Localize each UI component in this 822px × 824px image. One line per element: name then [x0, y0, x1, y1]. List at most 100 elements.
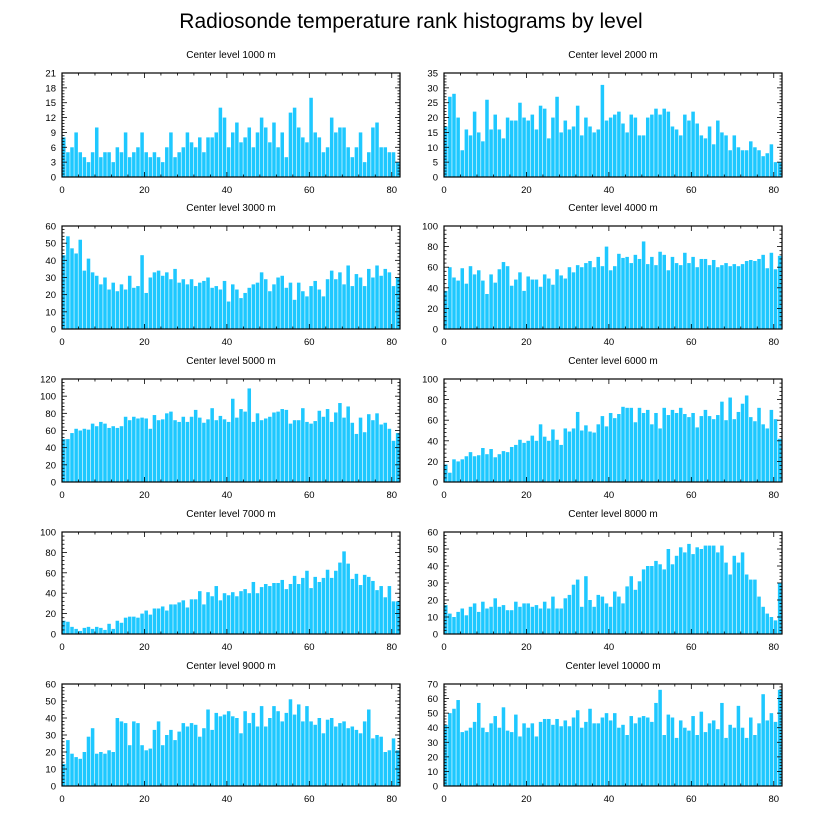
histogram-bar — [231, 132, 235, 177]
histogram-bar — [765, 153, 770, 177]
histogram-bar — [354, 147, 359, 177]
y-tick-label: 25 — [427, 98, 438, 109]
histogram-bar — [765, 428, 770, 482]
histogram-bar — [140, 613, 144, 634]
histogram-bar — [749, 259, 753, 329]
histogram-bar — [769, 144, 774, 177]
histogram-bar — [185, 284, 190, 329]
histogram-bar — [571, 717, 576, 786]
histogram-bar — [575, 105, 580, 177]
histogram-bar — [716, 415, 720, 482]
histogram-bar — [296, 282, 301, 329]
histogram-bar — [119, 622, 124, 634]
histogram-bar — [571, 126, 576, 177]
histogram-bar — [501, 138, 506, 177]
histogram-bar — [654, 265, 658, 329]
histogram-bar — [703, 732, 708, 786]
histogram-bar — [476, 455, 481, 482]
histogram-bar — [218, 716, 223, 786]
histogram-bar — [136, 723, 140, 786]
histogram-bar — [678, 135, 683, 177]
histogram-bar — [621, 603, 625, 634]
histogram-bar — [485, 608, 489, 634]
histogram-bar — [62, 763, 66, 786]
histogram-bar — [691, 256, 695, 329]
histogram-bar — [173, 740, 177, 786]
histogram-bar — [247, 127, 252, 177]
histogram-bar — [633, 117, 638, 177]
histogram-panel: Center level 9000 m 0 10 20 30 40 50 60 0 20 40 60 8… — [45, 661, 401, 805]
histogram-panel: Center level 2000 m 0 5 10 15 20 25 30 35 0 20 40 60… — [427, 50, 783, 196]
x-tick-label: 80 — [768, 794, 779, 805]
histogram-bar — [538, 286, 543, 329]
histogram-bar — [313, 421, 317, 482]
histogram-bar — [699, 549, 704, 634]
histogram-bar — [678, 547, 683, 634]
histogram-bar — [288, 584, 293, 634]
histogram-bar — [699, 711, 704, 786]
histogram-bar — [654, 560, 658, 634]
histogram-bar — [189, 279, 194, 329]
histogram-bar — [136, 286, 140, 329]
histogram-bar — [309, 721, 313, 786]
histogram-bar — [575, 579, 580, 634]
histogram-bar — [391, 286, 396, 329]
y-tick-label: 3 — [51, 158, 56, 169]
histogram-bar — [666, 111, 671, 177]
histogram-bar — [547, 440, 551, 482]
histogram-bar — [156, 608, 161, 634]
histogram-bar — [650, 721, 654, 786]
histogram-bar — [522, 723, 526, 786]
histogram-bar — [724, 263, 728, 329]
x-tick-label: 40 — [222, 794, 233, 805]
histogram-bar — [526, 727, 530, 786]
histogram-bar — [736, 705, 741, 786]
histogram-bar — [509, 610, 514, 634]
histogram-bar — [641, 412, 646, 482]
histogram-bar — [86, 736, 91, 786]
histogram-bar — [613, 114, 617, 177]
histogram-bar — [321, 416, 326, 482]
histogram-bar — [169, 604, 173, 634]
histogram-bar — [169, 279, 173, 329]
histogram-bar — [148, 748, 153, 786]
histogram-bar — [268, 291, 272, 329]
histogram-bar — [169, 132, 173, 177]
x-tick-label: 40 — [222, 642, 233, 653]
histogram-bar — [460, 459, 465, 482]
x-tick-label: 40 — [604, 185, 615, 196]
x-tick-label: 40 — [222, 490, 233, 501]
histogram-bar — [472, 456, 477, 482]
histogram-bar — [165, 735, 169, 786]
histogram-bar — [99, 752, 103, 786]
x-tick-label: 20 — [139, 185, 150, 196]
histogram-bar — [448, 472, 452, 482]
histogram-bar — [720, 545, 724, 634]
histogram-bar — [530, 723, 535, 786]
y-tick-label: 60 — [427, 263, 438, 274]
histogram-bar — [243, 411, 247, 482]
histogram-bar — [210, 137, 214, 177]
histogram-bar — [740, 727, 745, 786]
histogram-bar — [346, 265, 350, 329]
histogram-bar — [707, 723, 712, 786]
histogram-bar — [375, 265, 379, 329]
histogram-bar — [658, 251, 662, 329]
histogram-bar — [181, 279, 186, 329]
histogram-bar — [235, 289, 239, 329]
histogram-bar — [103, 152, 107, 177]
histogram-bar — [127, 616, 132, 634]
histogram-bar — [334, 132, 338, 177]
histogram-bar — [383, 752, 388, 786]
histogram-bar — [313, 280, 317, 329]
panel-title: Center level 2000 m — [568, 50, 658, 61]
histogram-bar — [687, 417, 691, 482]
histogram-bar — [444, 724, 448, 786]
histogram-bar — [654, 412, 658, 482]
histogram-bar — [497, 269, 502, 329]
histogram-bar — [497, 606, 502, 634]
histogram-bar — [321, 733, 326, 786]
histogram-bar — [740, 264, 745, 329]
histogram-bar — [86, 258, 91, 329]
histogram-bar — [534, 736, 539, 786]
